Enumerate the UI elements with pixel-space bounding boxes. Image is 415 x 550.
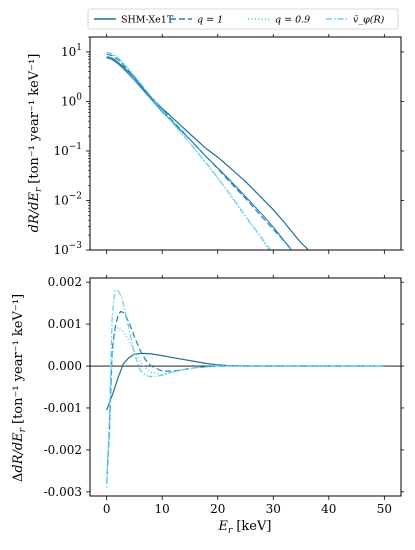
bottom-y-axis-label-fraction: dR/dE: [11, 432, 26, 473]
x-axis-label-units: [keV]: [236, 519, 271, 534]
bottom-y-tick-label-2: -0.001: [44, 401, 82, 415]
top-plot-frame: [89, 36, 402, 251]
top-y-axis-label-units: [ton⁻¹ year⁻¹ keV⁻¹]: [27, 54, 42, 184]
top-panel: 10−3 10−2 10−1 100 101 dR/dEr [ton⁻¹ year⁻¹ k…: [27, 34, 404, 257]
top-series-line-3: [106, 52, 270, 250]
bottom-series-line-3: [106, 290, 385, 484]
bottom-y-axis-label: ΔdR/dEr [ton⁻¹ year⁻¹ keV⁻¹]: [11, 294, 28, 482]
top-y-tick-label-0: 10−3: [53, 241, 82, 257]
bottom-series-line-1: [106, 310, 385, 484]
bottom-y-axis-label-sub: r: [18, 427, 28, 432]
legend: SHM-Xe1T q = 1 q = 0.9 v̄_φ(R): [87, 8, 399, 30]
legend-label-0: SHM-Xe1T: [121, 15, 174, 26]
top-y-axis-label-fraction: dR/dE: [27, 192, 42, 233]
x-axis-label-symbol: E: [218, 519, 229, 534]
bottom-y-axis-label-units: [ton⁻¹ year⁻¹ keV⁻¹]: [11, 294, 26, 424]
bottom-x-tick-label-4: 40: [321, 502, 336, 516]
legend-label-2: q = 0.9: [275, 15, 310, 26]
bottom-plot-frame: [89, 277, 402, 497]
bottom-y-tick-label-3: 0.000: [48, 359, 82, 373]
top-series-line-4: [106, 51, 271, 250]
bottom-y-axis-label-delta: Δ: [11, 473, 26, 482]
legend-label-3: v̄_φ(R): [353, 15, 385, 26]
top-y-axis-label: dR/dEr [ton⁻¹ year⁻¹ keV⁻¹]: [27, 54, 44, 233]
top-series-line-2: [106, 53, 293, 250]
bottom-y-tick-label-0: -0.003: [44, 485, 82, 499]
top-y-axis-label-sub: r: [34, 187, 44, 192]
bottom-x-tick-label-3: 30: [266, 502, 281, 516]
bottom-y-tick-label-1: -0.002: [44, 443, 82, 457]
top-series-line-1: [106, 57, 292, 250]
bottom-series-line-0: [106, 352, 385, 411]
top-y-tick-label-3: 100: [61, 92, 82, 108]
bottom-y-tick-label-5: 0.002: [48, 275, 82, 289]
bottom-x-tick-label-1: 10: [155, 502, 170, 516]
top-y-tick-label-1: 10−2: [53, 191, 82, 207]
legend-box: [87, 8, 399, 30]
bottom-panel: 0 10 20 30 40 50 -0.003 -0.002 -0.001 0.000 0.001 0…: [11, 275, 404, 536]
x-axis-label-sub: r: [228, 526, 233, 536]
x-axis-label: Er [keV]: [218, 519, 272, 536]
top-series-line-0: [106, 56, 309, 250]
bottom-x-tick-label-5: 50: [377, 502, 392, 516]
bottom-x-tick-label-0: 0: [103, 502, 111, 516]
top-y-tick-label-4: 101: [61, 43, 82, 59]
bottom-series-line-2: [106, 326, 385, 488]
bottom-y-tick-label-4: 0.001: [48, 317, 82, 331]
top-y-tick-label-2: 10−1: [53, 142, 82, 158]
bottom-x-tick-label-2: 20: [210, 502, 225, 516]
legend-label-1: q = 1: [197, 15, 223, 26]
